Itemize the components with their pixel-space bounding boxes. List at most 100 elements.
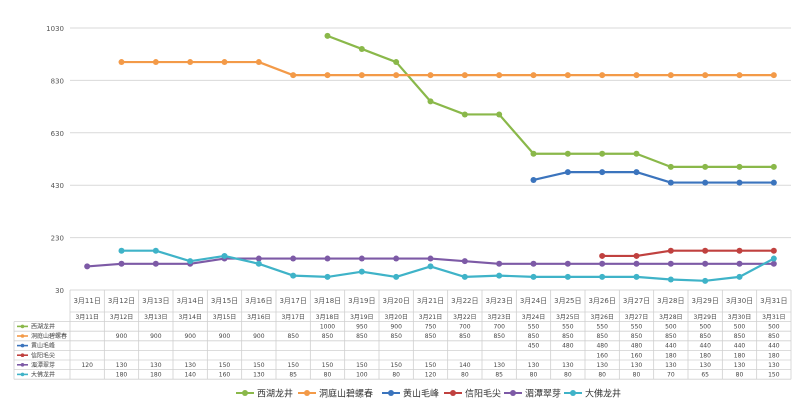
data-point	[324, 72, 331, 79]
series-group	[118, 59, 777, 79]
data-point	[633, 150, 640, 157]
x-tick-label: 3月21日	[417, 297, 444, 305]
table-cell: 160	[219, 372, 231, 379]
x-tick-label: 3月25日	[554, 297, 581, 305]
table-header-cell: 3月20日	[384, 314, 407, 321]
table-series-swatch-dot	[20, 372, 25, 377]
table-cell: 130	[562, 362, 574, 369]
y-tick-label: 230	[51, 235, 64, 243]
table-cell: 180	[699, 352, 711, 359]
table-cell: 500	[768, 324, 780, 331]
table-cell: 440	[734, 343, 746, 350]
x-tick-label: 3月24日	[520, 297, 547, 305]
data-point	[599, 150, 606, 157]
table-cell: 450	[528, 343, 540, 350]
data-point	[702, 163, 709, 170]
x-tick-label: 3月16日	[245, 297, 272, 305]
table-header-cell: 3月24日	[522, 314, 545, 321]
table-cell: 850	[390, 333, 402, 340]
table-cell: 130	[184, 362, 196, 369]
data-point	[358, 72, 365, 79]
table-cell: 130	[665, 362, 677, 369]
x-tick-label: 3月27日	[623, 297, 650, 305]
legend-label: 西湖龙井	[257, 388, 293, 400]
table-cell: 80	[461, 372, 469, 379]
table-cell: 500	[665, 324, 677, 331]
table-cell: 550	[631, 324, 643, 331]
data-point	[290, 255, 297, 262]
table-cell: 150	[219, 362, 231, 369]
y-tick-label: 430	[51, 182, 64, 190]
data-point	[702, 247, 709, 254]
table-cell: 130	[631, 362, 643, 369]
grid	[70, 27, 791, 291]
data-point	[496, 260, 503, 267]
table-series-name: 大佛龙井	[31, 371, 55, 379]
legend-label: 洞庭山碧螺春	[319, 388, 373, 400]
table-cell: 900	[219, 333, 231, 340]
data-point	[736, 273, 743, 280]
table-header-cell: 3月15日	[213, 314, 236, 321]
series-lines	[84, 32, 777, 284]
legend-swatch-dot	[388, 390, 394, 396]
table-cell: 950	[356, 324, 368, 331]
legend-swatch-dot	[304, 390, 310, 396]
data-point	[393, 72, 400, 79]
data-point	[461, 72, 468, 79]
data-point	[461, 111, 468, 118]
x-tick-label: 3月17日	[279, 297, 306, 305]
legend-label: 湄潭翠芽	[525, 388, 561, 400]
table-cell: 850	[356, 333, 368, 340]
table-cell: 550	[528, 324, 540, 331]
table-cell: 500	[734, 324, 746, 331]
data-point	[427, 255, 434, 262]
data-point	[530, 273, 537, 280]
data-point	[770, 163, 777, 170]
data-point	[152, 59, 159, 66]
data-point	[427, 72, 434, 79]
data-point	[221, 252, 228, 259]
table-header-cell: 3月18日	[316, 314, 339, 321]
table-cell: 80	[736, 372, 744, 379]
table-cell: 180	[150, 372, 162, 379]
data-point	[255, 59, 262, 66]
data-point	[564, 150, 571, 157]
table-header-cell: 3月21日	[419, 314, 442, 321]
data-point	[152, 260, 159, 267]
data-point	[564, 169, 571, 176]
legend-swatch-dot	[510, 390, 516, 396]
table-cell: 850	[665, 333, 677, 340]
data-point	[461, 273, 468, 280]
data-point	[530, 72, 537, 79]
data-point	[290, 272, 297, 279]
legend-swatch-dot	[570, 390, 576, 396]
data-point	[393, 255, 400, 262]
table-cell: 130	[734, 362, 746, 369]
data-point	[633, 273, 640, 280]
table-cell: 850	[528, 333, 540, 340]
data-point	[667, 72, 674, 79]
table-cell: 480	[631, 343, 643, 350]
table-cell: 480	[562, 343, 574, 350]
x-tick-label: 3月11日	[73, 297, 100, 305]
table-cell: 140	[184, 372, 196, 379]
data-point	[255, 255, 262, 262]
data-point	[324, 32, 331, 39]
data-point	[118, 260, 125, 267]
table-cell: 80	[633, 372, 641, 379]
table-cell: 900	[116, 333, 128, 340]
table-series-name: 西湖龙井	[31, 323, 55, 331]
table-series-name: 信阳毛尖	[31, 351, 55, 359]
data-point	[667, 260, 674, 267]
data-point	[736, 247, 743, 254]
table-cell: 850	[734, 333, 746, 340]
table-cell: 130	[596, 362, 608, 369]
data-point	[599, 169, 606, 176]
data-point	[152, 247, 159, 254]
table-cell: 65	[701, 372, 709, 379]
table-cell: 900	[184, 333, 196, 340]
legend-swatch-dot	[242, 390, 248, 396]
data-point	[599, 72, 606, 79]
table-cell: 160	[596, 352, 608, 359]
